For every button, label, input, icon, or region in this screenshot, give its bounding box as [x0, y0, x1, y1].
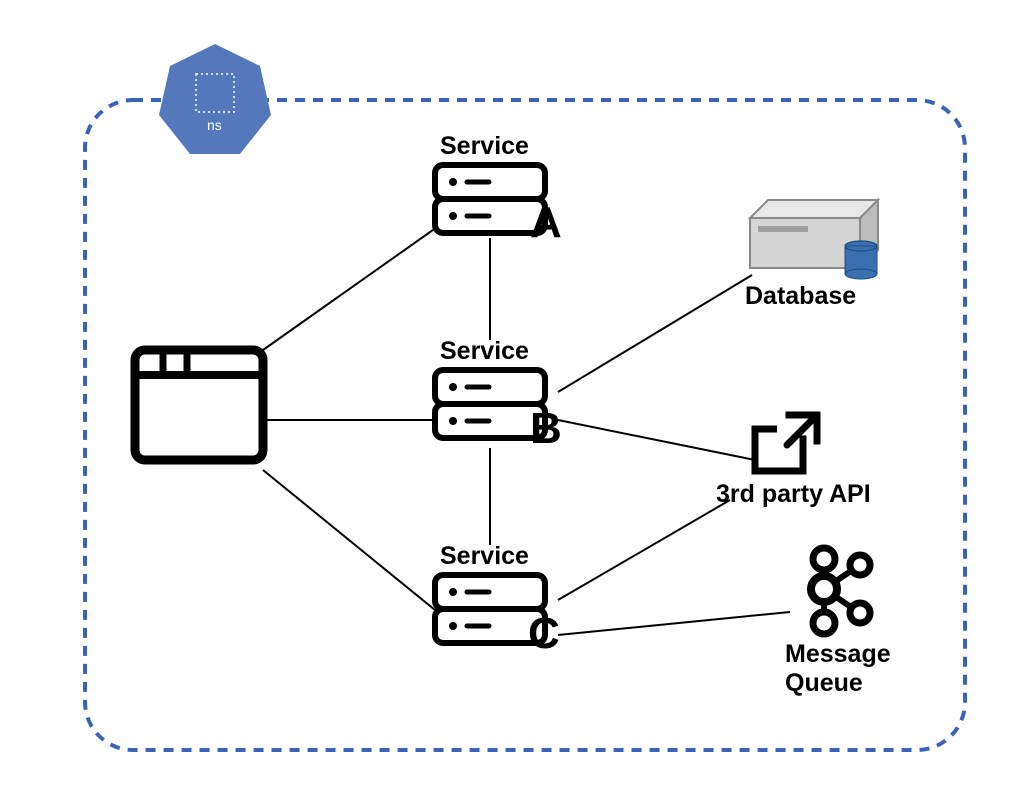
- browser-window-icon: [135, 350, 263, 460]
- mq-label: Message Queue: [785, 640, 891, 698]
- mq-node: [811, 548, 870, 634]
- api-node: [755, 415, 817, 471]
- db-cylinder-icon: [845, 241, 877, 279]
- server-led: [449, 383, 457, 391]
- edge-browser-serviceA: [263, 225, 440, 350]
- api-label: 3rd party API: [716, 480, 871, 509]
- edge-serviceB-api: [558, 420, 755, 460]
- db-server-slot: [758, 226, 808, 232]
- database-label: Database: [745, 282, 856, 311]
- kafka-node: [850, 555, 870, 575]
- serviceC-letter: C: [528, 609, 560, 660]
- browser-node: [135, 350, 263, 460]
- heptagon-icon: [159, 44, 271, 154]
- db-server-front: [750, 218, 860, 268]
- edge-serviceC-mq: [558, 612, 790, 635]
- edge-serviceC-api: [558, 500, 730, 600]
- serviceA-letter: A: [530, 198, 562, 249]
- serviceB-node: [435, 370, 545, 438]
- architecture-diagram: ns Service A Service B Service C Databas…: [0, 0, 1024, 796]
- server-led: [449, 417, 457, 425]
- database-node: [750, 200, 878, 279]
- edge-serviceB-database: [558, 275, 752, 392]
- server-led: [449, 178, 457, 186]
- serviceC-label: Service: [440, 542, 529, 571]
- server-led: [449, 622, 457, 630]
- kafka-node: [811, 576, 837, 602]
- db-server-top: [750, 200, 878, 218]
- serviceA-label: Service: [440, 132, 529, 161]
- kafka-node: [813, 612, 835, 634]
- edge-browser-serviceC: [263, 470, 435, 610]
- namespace-badge: [159, 44, 271, 154]
- serviceB-letter: B: [530, 404, 562, 455]
- kafka-node: [850, 603, 870, 623]
- serviceA-node: [435, 165, 545, 233]
- server-led: [449, 588, 457, 596]
- namespace-label: ns: [207, 117, 222, 133]
- server-led: [449, 212, 457, 220]
- serviceB-label: Service: [440, 337, 529, 366]
- kafka-node: [813, 548, 835, 570]
